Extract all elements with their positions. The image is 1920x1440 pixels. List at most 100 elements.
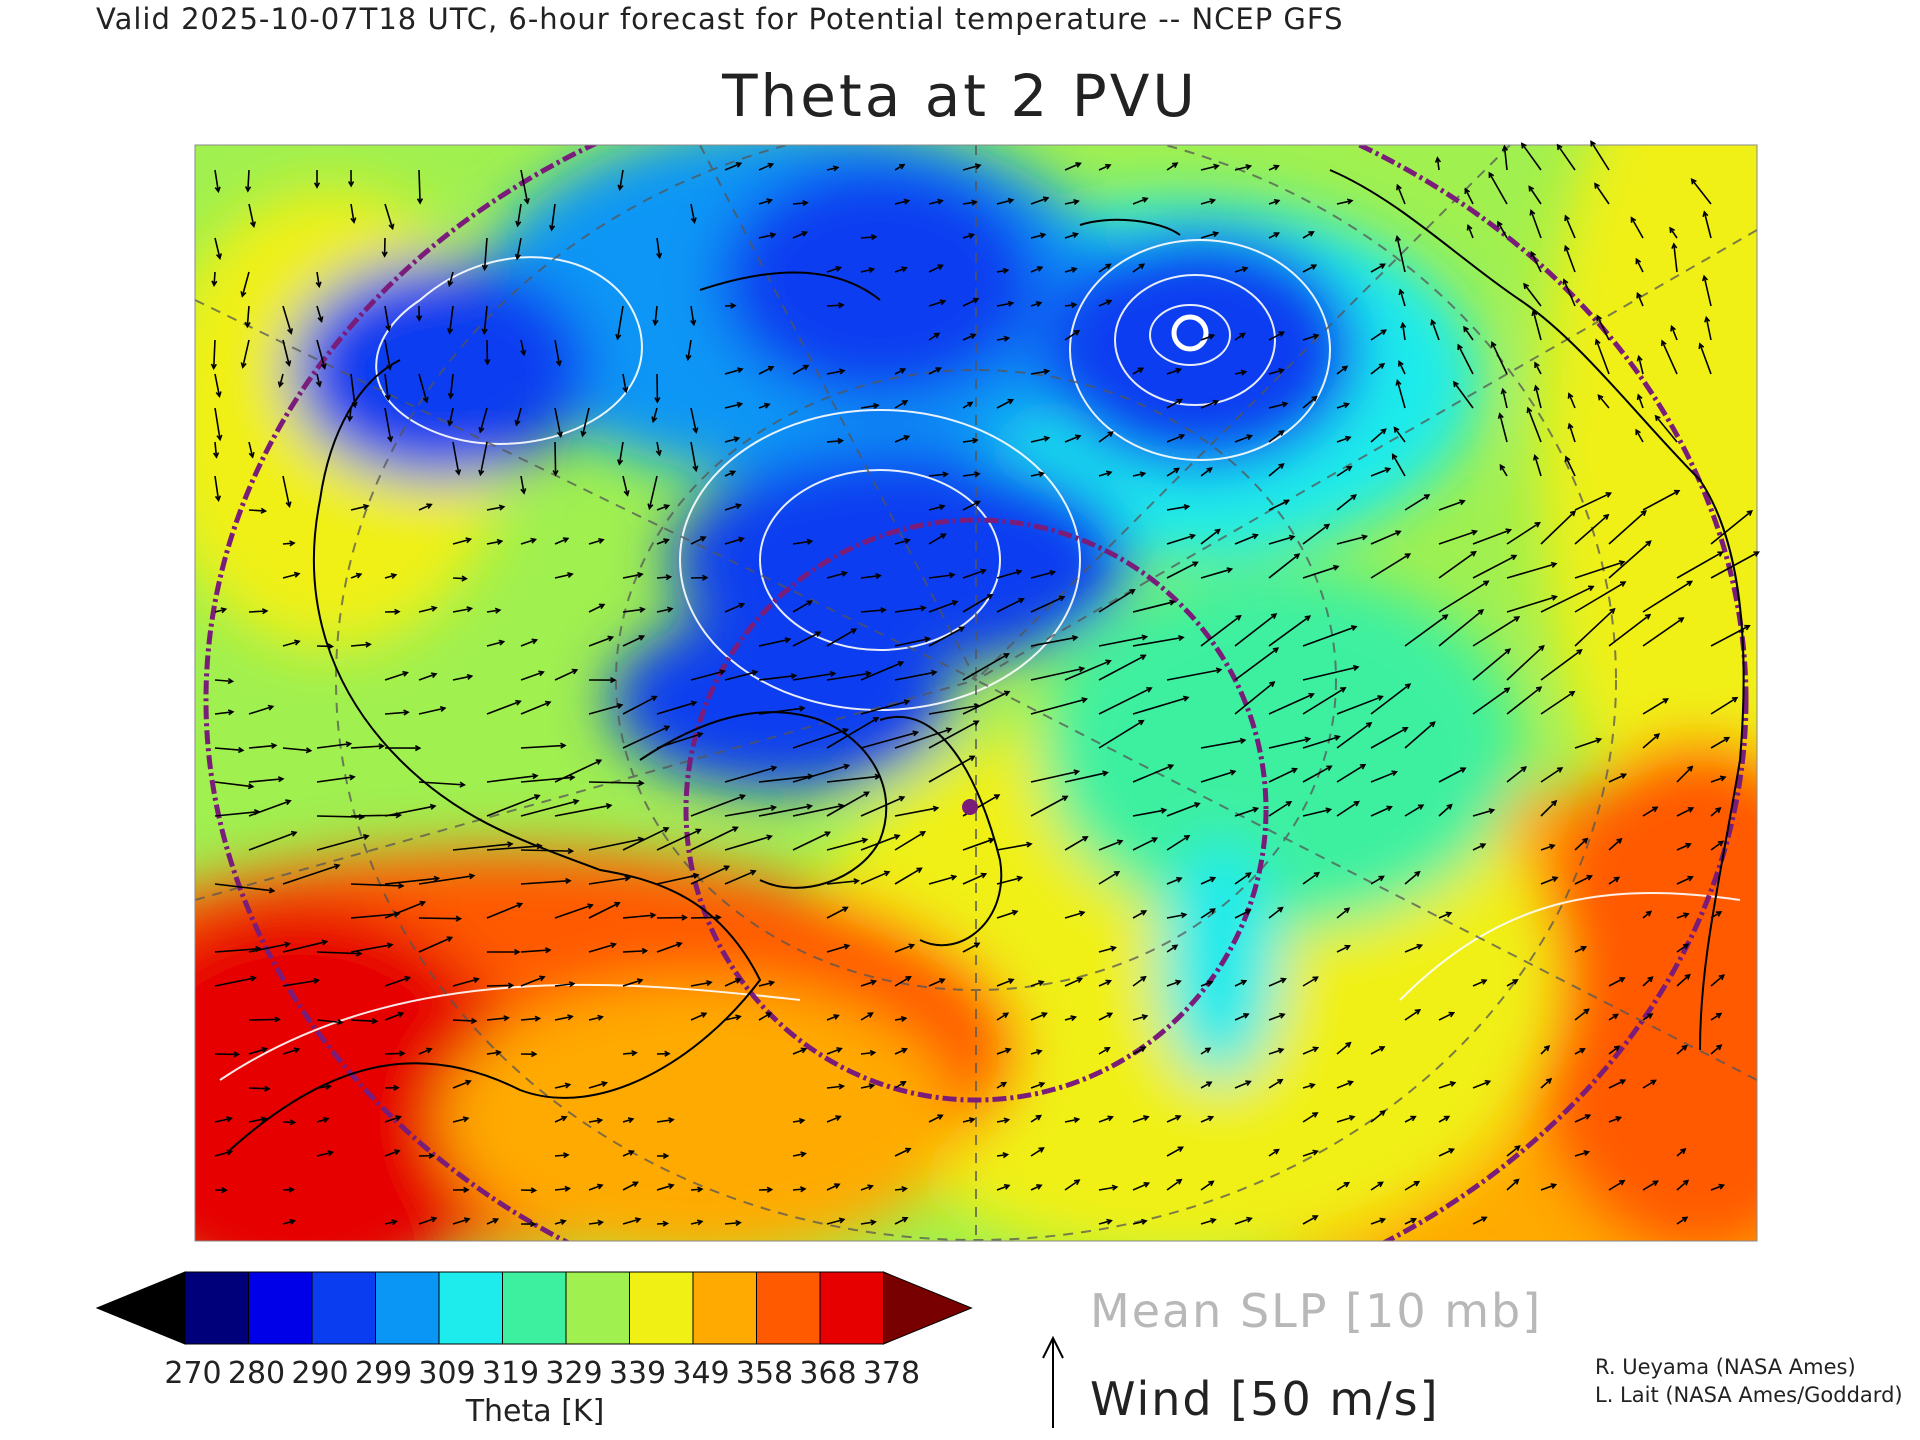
wind-arrow-head (1129, 589, 1136, 595)
wind-arrow-head (1049, 569, 1057, 576)
wind-arrow-shaft (1166, 1146, 1183, 1157)
wind-arrow-shaft (214, 781, 253, 788)
wind-arrow-head (1350, 494, 1357, 501)
wind-arrow-shaft (1608, 1079, 1626, 1089)
wind-arrow-head (706, 979, 713, 987)
wind-arrow-shaft (758, 981, 774, 987)
wind-arrow-shaft (690, 865, 729, 885)
wind-arrow-shaft (724, 1015, 741, 1021)
wind-arrow-shaft (690, 916, 721, 919)
wind-arrow-head (1308, 231, 1315, 237)
wind-arrow-shaft (996, 199, 1013, 205)
wind-arrow-shaft (1710, 737, 1730, 749)
wind-arrow-head (1116, 839, 1124, 846)
wind-arrow-head (942, 471, 950, 478)
wind-arrow-head (903, 435, 911, 441)
wind-arrow-head (692, 427, 699, 434)
wind-arrow-shaft (1234, 1217, 1252, 1225)
wind-arrow-head (1105, 470, 1113, 477)
wind-arrow-head (289, 1218, 297, 1225)
wind-arrow-head (1312, 976, 1319, 982)
wind-arrow-head (666, 606, 674, 613)
wind-arrow-head (737, 367, 744, 374)
wind-arrow-shaft (1200, 739, 1245, 749)
wind-arrow-shaft (248, 800, 291, 817)
wind-arrow-head (665, 574, 673, 581)
wind-arrow-shaft (690, 536, 706, 545)
wind-arrow-shaft (1302, 808, 1331, 817)
wind-arrow-shaft (554, 1083, 570, 1089)
wind-arrow-shaft (1132, 197, 1148, 205)
wind-arrow-head (362, 503, 370, 510)
wind-arrow-shaft (690, 1188, 703, 1191)
wind-arrow-shaft (384, 339, 391, 370)
wind-arrow-shaft (1438, 530, 1477, 545)
wind-arrow-head (1043, 435, 1051, 442)
wind-arrow-head (627, 1117, 635, 1124)
wind-arrow-shaft (384, 901, 425, 919)
wind-arrow-shaft (550, 203, 556, 230)
wind-arrow-shaft (1030, 197, 1049, 205)
wind-arrow-shaft (1200, 1116, 1213, 1123)
wind-arrow-head (1312, 1149, 1319, 1156)
wind-arrow-head (1746, 509, 1753, 516)
colorbar-tick-label: 368 (799, 1356, 857, 1391)
wind-arrow-head (932, 805, 940, 812)
wind-arrow-head (1246, 1216, 1253, 1223)
wind-arrow-head (1035, 1114, 1043, 1121)
wind-arrow-shaft (656, 828, 701, 851)
wind-arrow-head (337, 1019, 344, 1026)
wind-arrow-shaft (1336, 1081, 1353, 1089)
wind-arrow-head (1038, 980, 1045, 986)
wind-arrow-head (1652, 1180, 1659, 1187)
wind-arrow-head (1041, 1012, 1048, 1018)
wind-arrow-shaft (792, 540, 812, 545)
wind-arrow-head (1102, 770, 1109, 777)
wind-arrow-head (1391, 770, 1398, 777)
wind-arrow-shaft (894, 807, 938, 817)
wind-arrow-head (390, 573, 398, 579)
wind-arrow-head (1137, 367, 1145, 374)
wind-arrow-shaft (1396, 380, 1406, 409)
wind-arrow-head (903, 699, 911, 706)
wind-arrow-shaft (1302, 1215, 1318, 1225)
wind-arrow-shaft (1302, 1047, 1318, 1055)
wind-arrow-shaft (452, 978, 479, 987)
wind-arrow-shaft (483, 305, 488, 334)
wind-arrow-shaft (214, 1150, 232, 1157)
wind-arrow-shaft (1132, 1220, 1147, 1225)
wind-arrow-shaft (1521, 143, 1542, 171)
wind-arrow-shaft (1234, 1013, 1249, 1021)
wind-arrow-head (939, 504, 946, 511)
wind-arrow-head (1583, 1008, 1590, 1015)
wind-arrow-head (1141, 1014, 1149, 1021)
wind-arrow-head (1635, 428, 1641, 436)
wind-arrow-head (399, 1050, 406, 1057)
wind-arrow-head (735, 503, 743, 510)
wind-arrow-head (1007, 300, 1015, 307)
wind-arrow-head (948, 572, 956, 579)
wind-arrow-shaft (1710, 1184, 1724, 1191)
wind-arrow-head (651, 416, 658, 424)
wind-arrow-head (1146, 687, 1153, 693)
wind-arrow-shaft (350, 745, 384, 749)
wind-arrow-shaft (860, 1084, 874, 1089)
wind-arrow-head (1235, 614, 1242, 621)
wind-arrow-shaft (1098, 871, 1120, 885)
wind-arrow-shaft (1472, 1080, 1490, 1089)
wind-arrow-shaft (792, 728, 848, 749)
wind-arrow-shaft (452, 1080, 471, 1089)
wind-arrow-shaft (1431, 320, 1440, 341)
latitude-circle-outer (203, 145, 1749, 1241)
wind-arrow-head (1556, 767, 1564, 773)
wind-arrow-shaft (282, 640, 300, 647)
wind-arrow-shaft (826, 672, 871, 681)
colorbar-tick-label: 270 (164, 1356, 222, 1391)
credit-line-2: L. Lait (NASA Ames/Goddard) (1595, 1383, 1903, 1407)
wind-arrow-head (1543, 1045, 1551, 1052)
wind-arrow-shaft (826, 838, 867, 851)
wind-arrow-shaft (588, 1119, 602, 1123)
wind-arrow-head (656, 252, 663, 260)
wind-arrow-head (902, 1216, 909, 1223)
wind-arrow-head (690, 217, 697, 224)
